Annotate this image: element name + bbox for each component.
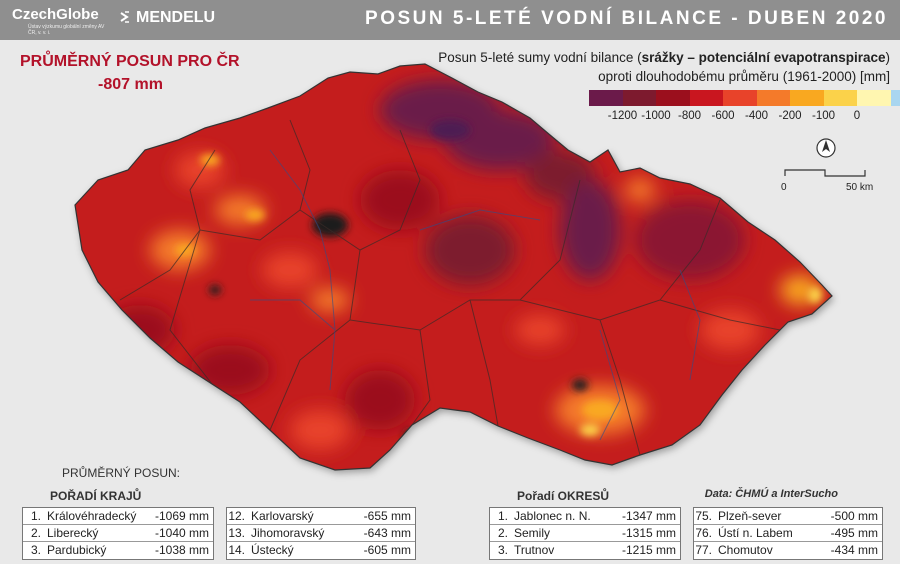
ranking-name: Pardubický <box>47 543 107 557</box>
ranking-rank: 76. <box>695 526 712 540</box>
legend-title-line1: Posun 5-leté sumy vodní bilance (srážky … <box>438 48 890 67</box>
legend-swatch <box>589 90 623 106</box>
ranking-row: 3. Trutnov -1215 mm <box>490 542 680 559</box>
ranking-row: 1. Jablonec n. N. -1347 mm <box>490 508 680 525</box>
legend-title-bold: srážky – potenciální evapotranspirace <box>641 50 886 65</box>
average-shift-caption: PRŮMĚRNÝ POSUN: <box>62 466 181 480</box>
legend-swatch <box>622 90 656 106</box>
map-title: POSUN 5-LETÉ VODNÍ BILANCE - DUBEN 2020 <box>365 8 888 29</box>
ranking-rank: 1. <box>497 509 508 523</box>
ranking-value: -643 mm <box>363 526 411 540</box>
ranking-rank: 3. <box>30 543 41 557</box>
data-source: Data: ČHMÚ a InterSucho <box>704 488 838 500</box>
regions-top-table: 1. Královéhradecký -1069 mm 2. Liberecký -104… <box>22 507 214 560</box>
ranking-name: Liberecký <box>47 526 99 540</box>
mendelu-logo: MENDELU <box>120 9 215 27</box>
czechglobe-logo: CzechGlobe <box>12 6 99 23</box>
water-balance-raster <box>75 64 832 470</box>
legend-color-scale <box>589 90 900 106</box>
legend-title-suffix: ) <box>885 50 891 65</box>
ranking-value: -1069 mm <box>154 509 209 523</box>
ranking-rank: 3. <box>497 543 508 557</box>
scale-bar <box>784 169 866 177</box>
districts-ranking-title: Pořadí OKRESŮ <box>517 489 610 503</box>
legend-swatch <box>790 90 824 106</box>
ranking-row: 3. Pardubický -1038 mm <box>23 542 213 559</box>
legend-swatch <box>689 90 723 106</box>
ranking-name: Ústí n. Labem <box>718 526 793 540</box>
legend-ticks: -1200 -1000 -800 -600 -400 -200 -100 0 <box>0 110 900 126</box>
legend-swatch <box>756 90 790 106</box>
legend-title-prefix: Posun 5-leté sumy vodní bilance ( <box>438 50 642 65</box>
ranking-rank: 14. <box>228 543 245 557</box>
ranking-name: Semily <box>514 526 551 540</box>
ranking-value: -1347 mm <box>621 509 676 523</box>
legend-tick-label: -1200 <box>607 110 638 122</box>
ranking-value: -1038 mm <box>154 543 209 557</box>
ranking-name: Královéhradecký <box>47 509 137 523</box>
ranking-row: 75. Plzeň-sever -500 mm <box>694 508 882 525</box>
legend-tick-label: -400 <box>744 110 769 122</box>
ranking-name: Plzeň-sever <box>718 509 782 523</box>
ranking-name: Jablonec n. N. <box>514 509 591 523</box>
ranking-value: -1315 mm <box>621 526 676 540</box>
ranking-row: 1. Královéhradecký -1069 mm <box>23 508 213 525</box>
ranking-name: Trutnov <box>514 543 555 557</box>
legend-tick-label: -800 <box>677 110 702 122</box>
district-boundaries <box>119 119 781 456</box>
czechglobe-logo-subtitle: Ústav výzkumu globální změny AV ČR, v. v… <box>28 24 105 36</box>
north-arrow-icon <box>816 138 836 158</box>
legend-swatch <box>656 90 690 106</box>
legend-swatch <box>823 90 857 106</box>
ranking-rank: 75. <box>695 509 712 523</box>
ranking-value: -500 mm <box>830 509 878 523</box>
legend-tick-label: -100 <box>811 110 836 122</box>
scale-start-label: 0 <box>781 182 787 193</box>
ranking-value: -655 mm <box>363 509 411 523</box>
ranking-name: Jihomoravský <box>251 526 325 540</box>
legend-title: Posun 5-leté sumy vodní bilance (srážky … <box>438 48 890 86</box>
ranking-name: Ústecký <box>251 543 294 557</box>
ranking-rank: 12. <box>228 509 245 523</box>
ranking-row: 77. Chomutov -434 mm <box>694 542 882 559</box>
legend-tick-label: -200 <box>778 110 802 122</box>
districts-top-table: 1. Jablonec n. N. -1347 mm 2. Semily -1315 mm… <box>489 507 681 560</box>
ranking-row: 2. Liberecký -1040 mm <box>23 525 213 542</box>
ranking-rank: 13. <box>228 526 245 540</box>
districts-bottom-table: 75. Plzeň-sever -500 mm 76. Ústí n. Labem -49… <box>693 507 883 560</box>
legend-tick-label: -600 <box>711 110 735 122</box>
ranking-row: 76. Ústí n. Labem -495 mm <box>694 525 882 542</box>
rivers <box>250 149 701 441</box>
legend-swatch <box>890 90 900 106</box>
regions-bottom-table: 12. Karlovarský -655 mm 13. Jihomoravský -643… <box>226 507 416 560</box>
ranking-row: 2. Semily -1315 mm <box>490 525 680 542</box>
legend-title-line2: oproti dlouhodobému průměru (1961-2000) … <box>598 69 890 84</box>
header-bar: CzechGlobe Ústav výzkumu globální změny … <box>0 0 900 40</box>
legend-tick-label: -1000 <box>641 110 671 122</box>
legend-tick-label: 0 <box>853 110 861 122</box>
ranking-value: -1040 mm <box>154 526 209 540</box>
ranking-value: -495 mm <box>830 526 878 540</box>
ranking-name: Karlovarský <box>251 509 314 523</box>
ranking-value: -605 mm <box>363 543 411 557</box>
ranking-row: 13. Jihomoravský -643 mm <box>227 525 415 542</box>
ranking-row: 12. Karlovarský -655 mm <box>227 508 415 525</box>
scale-end-label: 50 km <box>846 182 874 193</box>
ranking-row: 14. Ústecký -605 mm <box>227 542 415 559</box>
ranking-rank: 1. <box>30 509 41 523</box>
ranking-rank: 2. <box>30 526 41 540</box>
average-shift-label: PRŮMĚRNÝ POSUN PRO ČR <box>20 53 240 70</box>
ranking-value: -434 mm <box>830 543 878 557</box>
average-shift-value: -807 mm <box>98 76 163 93</box>
mendelu-mark-icon <box>120 11 129 23</box>
ranking-value: -1215 mm <box>621 543 676 557</box>
regions-ranking-title: POŘADÍ KRAJŮ <box>50 489 142 503</box>
mendelu-logo-text: MENDELU <box>136 9 216 26</box>
legend-swatch <box>723 90 757 106</box>
ranking-rank: 77. <box>695 543 712 557</box>
ranking-rank: 2. <box>497 526 508 540</box>
ranking-name: Chomutov <box>718 543 773 557</box>
legend-swatch <box>857 90 891 106</box>
